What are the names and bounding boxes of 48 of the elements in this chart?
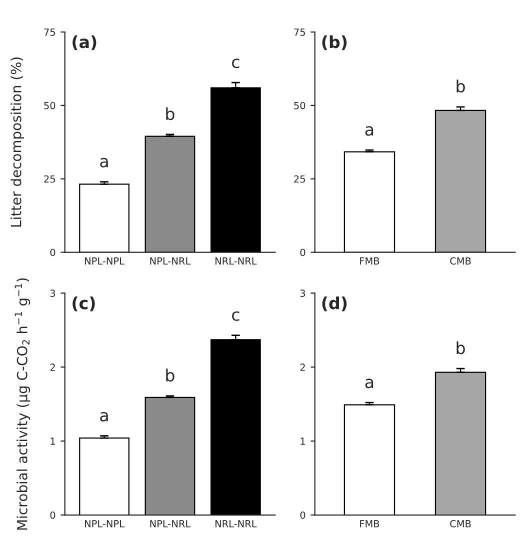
x-tick-label: NPL-NRL — [150, 520, 191, 528]
x-tick-label: NPL-NRL — [150, 257, 191, 265]
chart-title: (b) — [322, 35, 347, 50]
y-tick-label: 75 — [44, 28, 55, 36]
x-tick-label: NPL-NPL — [85, 257, 124, 265]
chart-title: (c) — [72, 296, 95, 312]
y-tick-label: 0 — [300, 248, 306, 256]
y-tick-label: 50 — [44, 102, 56, 110]
y-tick-label: 0 — [300, 511, 306, 519]
x-tick-label: FMB — [360, 520, 380, 528]
chart-title: (a) — [72, 35, 96, 50]
x-tick-label: FMB — [360, 257, 380, 265]
annotation: b — [456, 80, 465, 93]
x-tick-label: NPL-NPL — [85, 520, 124, 528]
bar — [210, 87, 261, 252]
y-tick-label: 25 — [44, 175, 55, 183]
annotation: c — [232, 311, 240, 321]
y-axis-title: Litter decomposition (%) — [10, 58, 24, 227]
bar — [210, 339, 261, 516]
x-tick-label: CMB — [450, 257, 471, 265]
annotation: a — [100, 412, 108, 422]
annotation: b — [456, 341, 465, 354]
x-tick-label: NRL-NRL — [216, 257, 257, 265]
y-tick-label: 2 — [300, 364, 305, 371]
bar — [79, 438, 130, 516]
annotation: b — [166, 368, 174, 382]
annotation: a — [100, 158, 108, 168]
y-tick-label: 50 — [294, 102, 306, 110]
y-tick-label: 3 — [50, 290, 56, 297]
bar — [144, 396, 196, 516]
y-tick-label: 3 — [300, 290, 306, 297]
bar — [79, 184, 130, 252]
annotation: c — [232, 58, 240, 68]
y-tick-label: 1 — [300, 438, 305, 445]
y-tick-label: 0 — [50, 511, 56, 519]
y-axis-title: Microbial activity (µg C-CO$_{2}$ h$^{−1}$ g$^{−1}$) — [14, 278, 30, 530]
bar — [144, 136, 196, 252]
annotation: a — [365, 126, 374, 136]
y-tick-label: 1 — [50, 438, 55, 445]
y-tick-label: 2 — [50, 364, 55, 371]
y-tick-label: 25 — [294, 175, 305, 183]
y-tick-label: 75 — [294, 28, 305, 36]
chart-title: (d) — [322, 296, 347, 312]
x-tick-label: NRL-NRL — [216, 520, 257, 528]
x-tick-label: CMB — [450, 520, 471, 528]
annotation: b — [166, 107, 174, 120]
annotation: a — [365, 378, 374, 388]
y-tick-label: 0 — [50, 248, 56, 256]
